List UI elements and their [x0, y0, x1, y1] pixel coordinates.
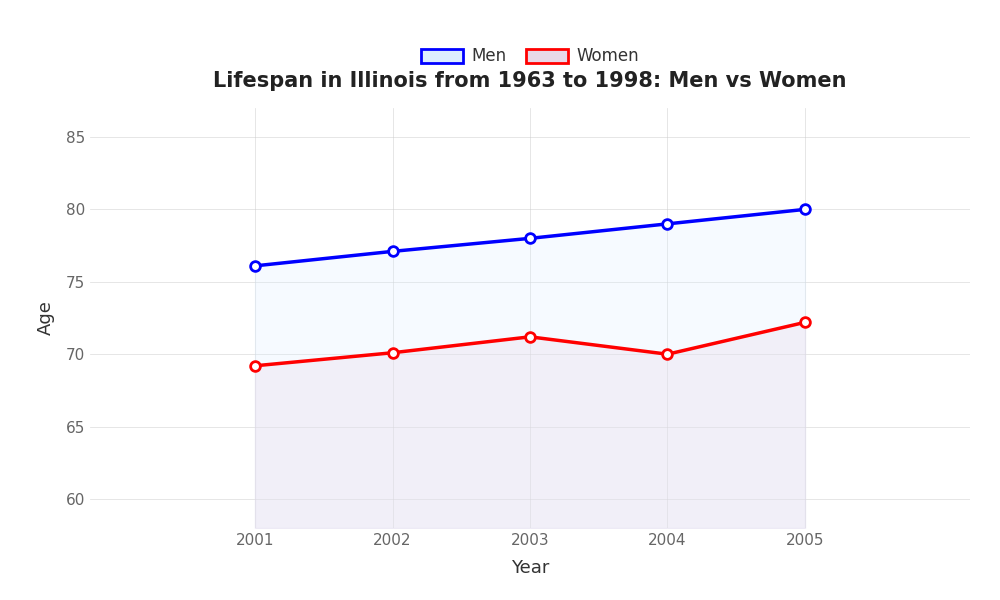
Title: Lifespan in Illinois from 1963 to 1998: Men vs Women: Lifespan in Illinois from 1963 to 1998: …	[213, 71, 847, 91]
Y-axis label: Age: Age	[37, 301, 55, 335]
X-axis label: Year: Year	[511, 559, 549, 577]
Legend: Men, Women: Men, Women	[414, 41, 646, 72]
